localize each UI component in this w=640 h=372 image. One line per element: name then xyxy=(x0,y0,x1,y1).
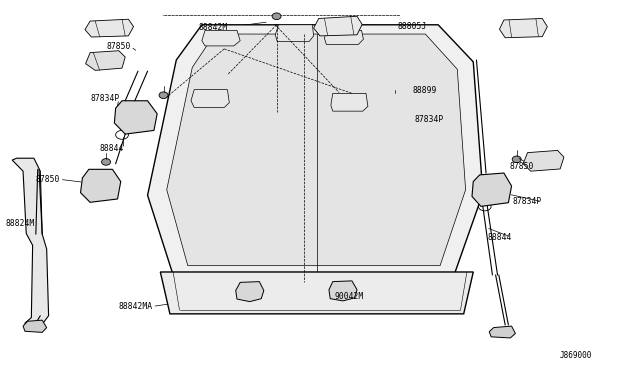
Polygon shape xyxy=(115,101,157,134)
Polygon shape xyxy=(275,25,314,41)
Polygon shape xyxy=(191,90,229,108)
Ellipse shape xyxy=(333,23,343,31)
Ellipse shape xyxy=(242,286,257,297)
Ellipse shape xyxy=(122,106,150,127)
Text: 87834P: 87834P xyxy=(513,197,542,206)
Ellipse shape xyxy=(272,13,281,20)
Text: 88842M: 88842M xyxy=(198,23,228,32)
Polygon shape xyxy=(489,326,515,338)
Text: 88844: 88844 xyxy=(100,144,124,153)
Polygon shape xyxy=(499,19,547,38)
Ellipse shape xyxy=(159,92,168,99)
Ellipse shape xyxy=(86,176,114,196)
Polygon shape xyxy=(331,93,368,111)
Ellipse shape xyxy=(335,285,351,296)
Polygon shape xyxy=(202,31,240,46)
Text: 88844: 88844 xyxy=(487,232,512,242)
Polygon shape xyxy=(23,320,47,333)
Text: 88805J: 88805J xyxy=(398,22,427,31)
Polygon shape xyxy=(329,281,357,301)
Text: 87850: 87850 xyxy=(36,175,60,184)
Ellipse shape xyxy=(512,156,521,163)
Polygon shape xyxy=(314,16,362,36)
Text: 87850: 87850 xyxy=(107,42,131,51)
Ellipse shape xyxy=(102,158,111,165)
Text: J869000: J869000 xyxy=(559,351,592,360)
Polygon shape xyxy=(148,25,483,275)
Ellipse shape xyxy=(344,99,355,106)
Text: 88824M: 88824M xyxy=(6,219,35,228)
Polygon shape xyxy=(12,158,49,329)
Text: 88842MA: 88842MA xyxy=(119,302,153,311)
Polygon shape xyxy=(324,31,364,44)
Text: 87834P: 87834P xyxy=(415,115,444,124)
Polygon shape xyxy=(81,169,121,202)
Ellipse shape xyxy=(204,95,216,102)
Polygon shape xyxy=(472,173,511,206)
Polygon shape xyxy=(161,272,473,314)
Polygon shape xyxy=(85,19,134,37)
Polygon shape xyxy=(236,282,264,302)
Polygon shape xyxy=(523,150,564,171)
Text: 90042M: 90042M xyxy=(335,292,364,301)
Ellipse shape xyxy=(477,180,505,200)
Text: 87834P: 87834P xyxy=(90,94,119,103)
Ellipse shape xyxy=(289,30,300,37)
Polygon shape xyxy=(86,51,125,70)
Text: 87850: 87850 xyxy=(509,162,534,171)
Text: 88899: 88899 xyxy=(413,86,437,95)
Ellipse shape xyxy=(339,34,349,41)
Polygon shape xyxy=(167,34,466,266)
